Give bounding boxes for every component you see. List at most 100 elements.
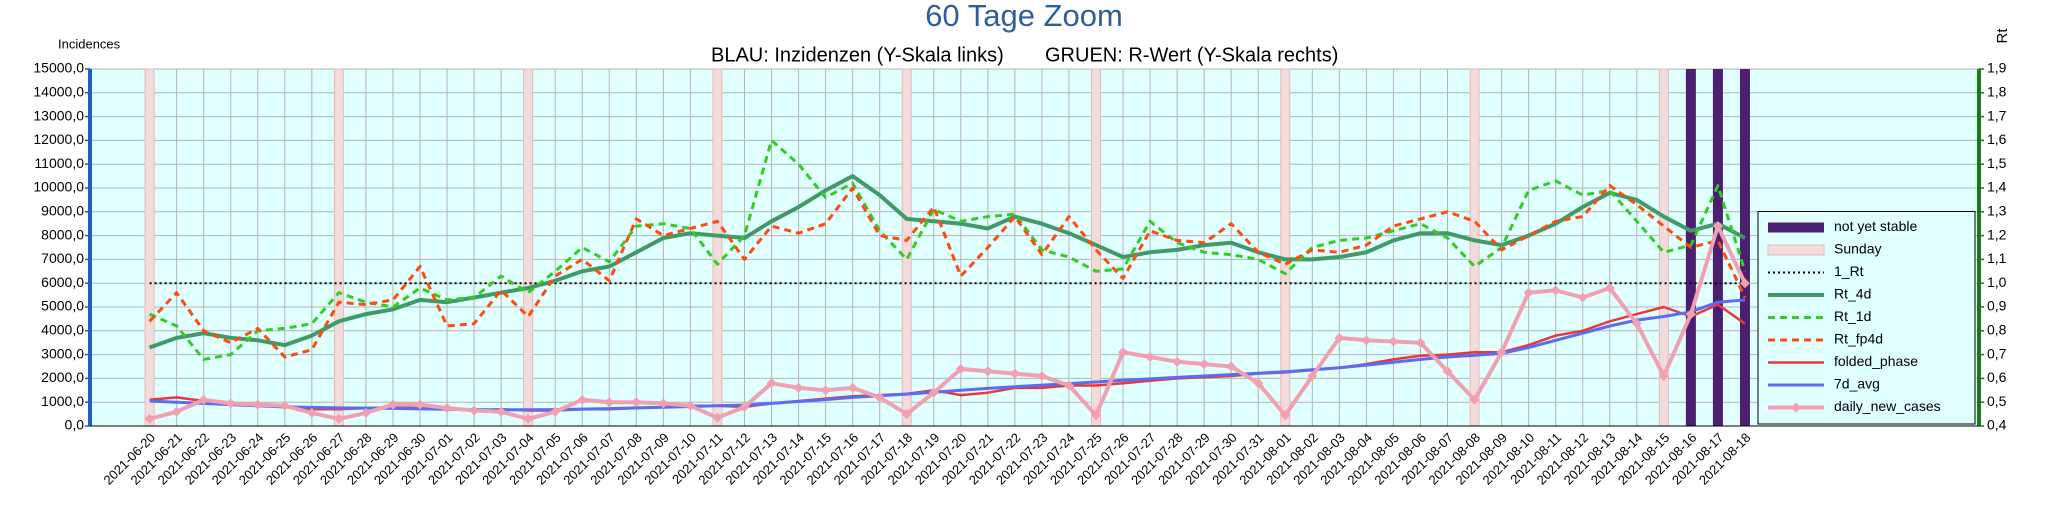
line-marker [1199,359,1210,370]
line-marker [1280,410,1291,421]
y2-tick-label: 1,5 [1987,155,2007,171]
line-marker [928,387,939,398]
line-marker [955,363,966,374]
line-marker [1009,368,1020,379]
line-series [148,138,1747,361]
legend-label: Rt_fp4d [1834,331,1883,347]
line-marker [1550,285,1561,296]
y2-tick-label: 1,1 [1987,250,2007,266]
line-marker [1307,371,1318,382]
line-marker [198,394,209,405]
line-marker [1658,371,1669,382]
line-marker [1415,337,1426,348]
y-tick-label: 10000,0 [33,179,84,195]
legend-label: Sunday [1834,241,1881,257]
line-marker [1226,361,1237,372]
line-marker [1712,221,1723,232]
y2-tick-label: 0,4 [1987,417,2007,433]
line-marker [631,397,642,408]
line-marker [252,399,263,410]
y2-tick-label: 0,6 [1987,369,2007,385]
line-marker [712,412,723,423]
line-marker [523,413,534,424]
line-marker [469,405,480,416]
chart-subtitle: GRUEN: R-Wert (Y-Skala rechts) [1045,44,1338,66]
y-tick-label: 0,0 [65,417,85,433]
line-marker [739,401,750,412]
y2-axis-label: Rt [1994,28,2011,44]
line-marker [1496,347,1507,358]
y-tick-label: 6000,0 [41,274,84,290]
legend-swatch [1767,244,1825,256]
y-tick-label: 7000,0 [41,250,84,266]
bar [144,68,155,427]
line-marker [982,366,993,377]
line-marker [1577,292,1588,303]
chart-title: 60 Tage Zoom [925,0,1123,33]
line-marker [1442,366,1453,377]
line-marker [1118,347,1129,358]
legend-label: 7d_avg [1834,376,1880,392]
y-axis-label: Incidences [58,36,121,51]
y-tick-label: 15000,0 [33,60,84,76]
line-marker [901,409,912,420]
y2-tick-label: 1,3 [1987,203,2007,219]
y2-tick-label: 0,8 [1987,322,2007,338]
line-marker [577,394,588,405]
bar [523,68,534,427]
line-marker [874,392,885,403]
line-marker [1739,278,1750,289]
line-marker [225,398,236,409]
line-marker [496,406,507,417]
y-tick-label: 11000,0 [34,155,84,171]
line-marker [1091,410,1101,421]
line-marker [847,382,858,393]
y-tick-label: 8000,0 [41,226,84,242]
bar [901,68,912,427]
bar [1712,69,1723,426]
legend-label: folded_phase [1834,353,1918,369]
bar [1469,68,1480,427]
legend-label: daily_new_cases [1834,398,1941,414]
line-marker [1063,380,1074,391]
line-marker [550,406,561,417]
y2-tick-label: 1,0 [1987,274,2007,290]
line-marker [1334,332,1345,343]
y2-tick-label: 0,5 [1987,393,2007,409]
line-series [149,298,1746,412]
y2-tick-label: 1,6 [1987,131,2007,147]
y-tick-label: 12000,0 [33,131,84,147]
y-tick-label: 1000,0 [41,393,84,409]
legend-label: 1_Rt [1834,263,1864,279]
y2-tick-label: 1,9 [1987,60,2007,76]
legend-label: Rt_1d [1834,308,1871,324]
line-series [148,184,1747,359]
line-marker [360,407,371,418]
y2-tick-label: 0,7 [1987,345,2007,361]
line-marker [333,413,344,424]
line-marker [415,399,425,410]
line-marker [1253,378,1264,389]
line-marker [793,382,804,393]
y2-tick-label: 1,7 [1987,107,2007,123]
y-tick-label: 14000,0 [33,84,84,100]
line-marker [1145,351,1156,362]
y-tick-label: 9000,0 [41,203,84,219]
line-marker [1685,309,1696,320]
y-tick-label: 5000,0 [41,298,84,314]
y2-tick-label: 1,4 [1987,179,2007,195]
line-marker [387,399,398,410]
legend-swatch [1791,402,1801,413]
line-marker [144,413,155,424]
legend-label: Rt_4d [1834,286,1871,302]
line-marker [1523,287,1534,298]
line-marker [1469,394,1480,405]
line-marker [1361,335,1372,346]
bar [712,68,723,427]
line-marker [1604,282,1615,293]
legend-swatch [1768,222,1824,233]
line-marker [820,385,831,396]
y2-tick-label: 0,9 [1987,298,2007,314]
bar [1739,69,1750,426]
line-marker [766,378,777,389]
